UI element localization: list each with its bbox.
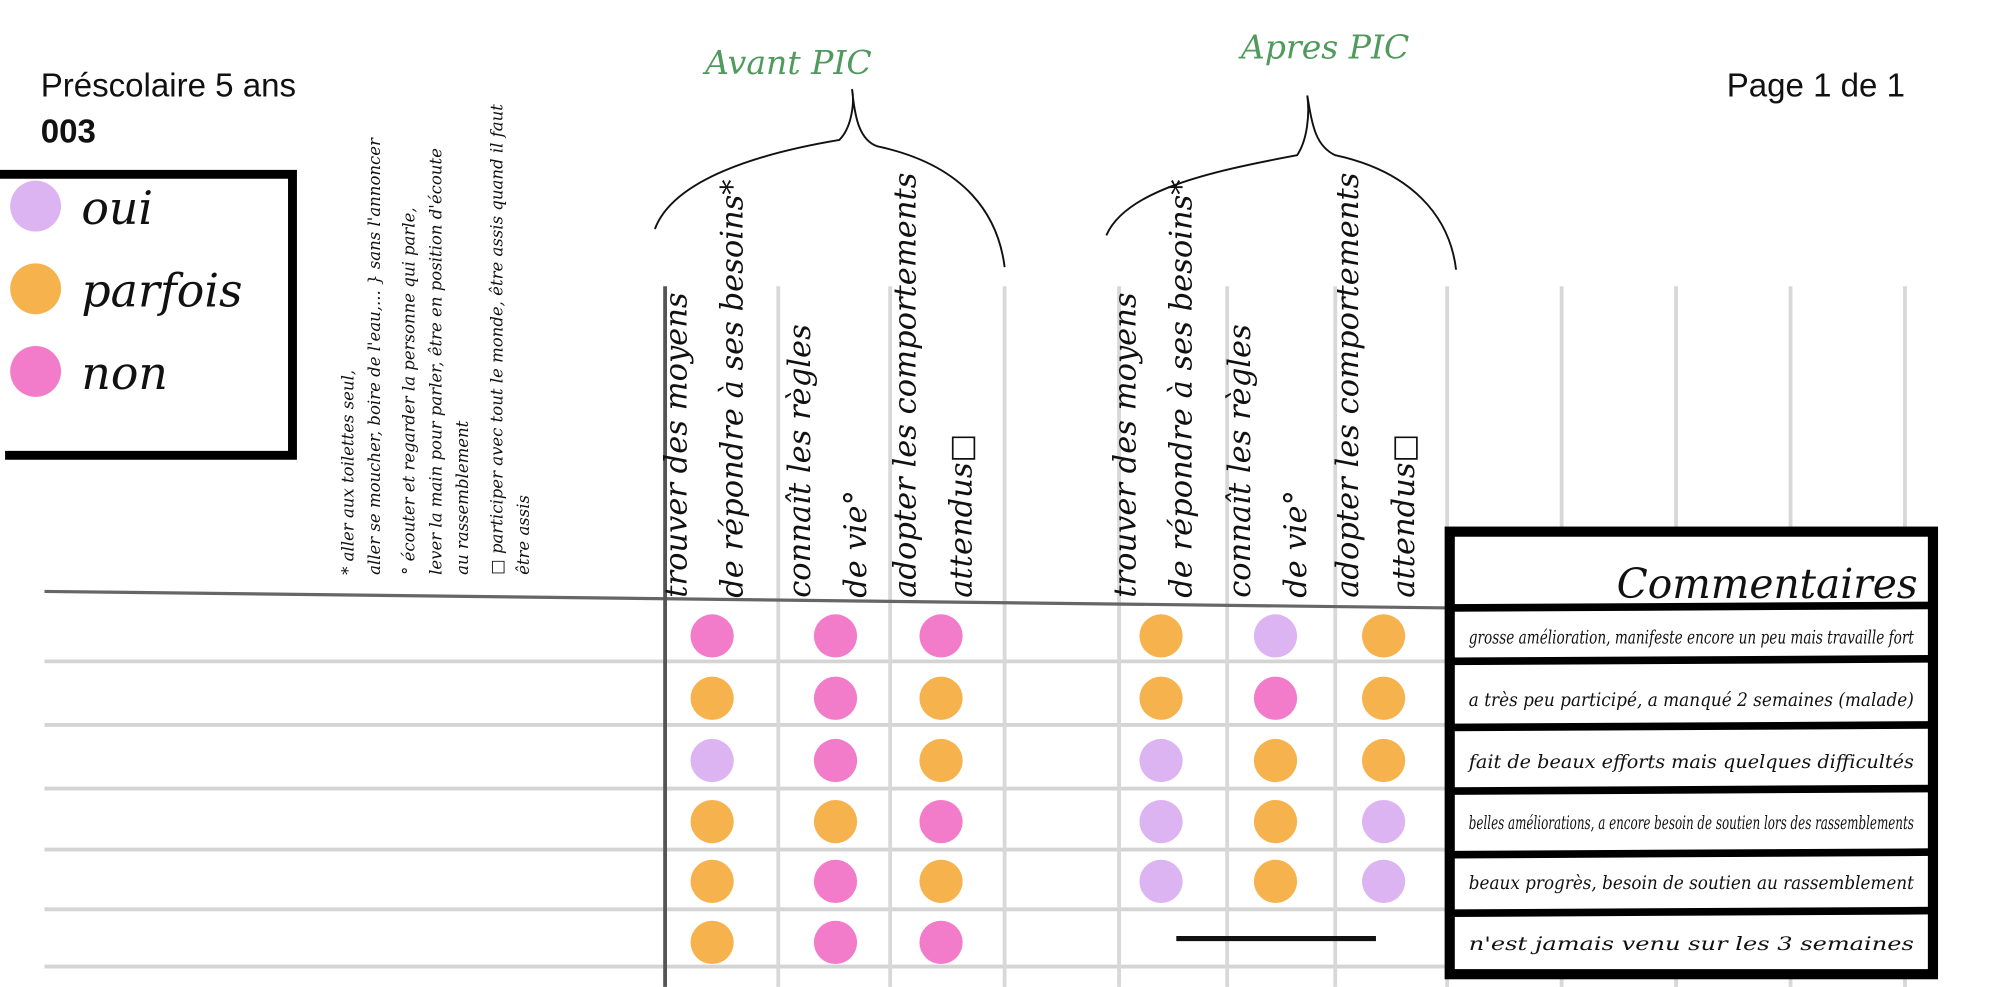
footnote: au rassemblement — [453, 420, 472, 575]
bracket — [1105, 95, 1458, 270]
legend-label: parfois — [81, 265, 242, 318]
group-label: Apres PIC — [1238, 28, 1409, 67]
rating-dot — [1253, 738, 1298, 783]
comments-title: Commentaires — [1617, 560, 1918, 608]
footnote: aller se moucher, boire de l'eau,... } s… — [365, 137, 384, 575]
comment-line — [1449, 906, 1933, 917]
comment-line — [1449, 721, 1933, 732]
comment-line — [1449, 848, 1933, 859]
page-number: Page 1 de 1 — [1727, 68, 1905, 105]
comment: belles améliorations, a encore besoin de… — [1469, 812, 1914, 834]
comment-line — [1449, 655, 1933, 666]
rating-dot — [813, 614, 858, 658]
rating-dot — [690, 920, 734, 965]
rating-dot — [1253, 859, 1298, 903]
footnote: ° écouter et regarder la personne qui pa… — [400, 207, 419, 575]
rating-dot — [1139, 859, 1183, 903]
legend-label: oui — [81, 182, 153, 235]
column-header: connaît les règles — [783, 324, 818, 598]
rating-dot — [919, 614, 963, 658]
rating-dot — [813, 676, 858, 720]
rating-dot — [919, 859, 963, 903]
column-header: trouver des moyens — [1109, 292, 1144, 597]
rating-dot — [1361, 676, 1406, 720]
rating-dot — [1139, 676, 1183, 720]
legend-swatch — [10, 263, 62, 315]
legend-label: non — [81, 347, 168, 400]
legend-swatch — [10, 345, 62, 397]
rating-dot — [1253, 676, 1298, 720]
rating-dot — [690, 738, 734, 783]
rating-dot — [1139, 799, 1183, 844]
comment: a très peu participé, a manqué 2 semaine… — [1469, 689, 1914, 711]
rating-dot — [919, 920, 963, 965]
column-header: trouver des moyens — [660, 292, 695, 597]
rating-dot — [690, 676, 734, 720]
rating-dot — [1361, 859, 1406, 903]
column-header: adopter les comportements — [889, 173, 924, 598]
title: Préscolaire 5 ans — [41, 68, 296, 105]
rating-dot — [919, 676, 963, 720]
footnote: lever la main pour parler, être en posit… — [426, 148, 445, 575]
footnote: □ participer avec tout le monde, être as… — [487, 104, 506, 575]
column-header: connaît les règles — [1223, 324, 1258, 598]
bracket — [654, 88, 1006, 268]
legend-swatch — [10, 180, 62, 232]
column-header: adopter les comportements — [1331, 173, 1366, 598]
column-header: attendus□ — [945, 434, 980, 598]
rating-dot — [1361, 614, 1406, 658]
comment-line — [1449, 784, 1933, 795]
column-header: de vie° — [839, 490, 874, 598]
comment: fait de beaux efforts mais quelques diff… — [1467, 751, 1914, 773]
content: oui parfois non * aller aux toilettes seul,… — [10, 28, 1939, 980]
rating-dot — [1361, 799, 1406, 844]
rating-dot — [1139, 614, 1183, 658]
legend-box — [0, 169, 297, 460]
rating-dot — [690, 614, 734, 658]
rating-dot — [813, 920, 858, 965]
column-header: attendus□ — [1387, 434, 1422, 598]
header-line — [44, 589, 1450, 610]
footnote: être assis — [514, 495, 533, 575]
rating-dot — [1139, 738, 1183, 783]
rating-dot — [813, 859, 858, 903]
rating-dot — [919, 799, 963, 844]
rating-dot — [1253, 799, 1298, 844]
footnote: * aller aux toilettes seul, — [339, 370, 358, 575]
column-header: de répondre à ses besoins* — [716, 179, 751, 597]
comment-line — [1449, 601, 1933, 612]
rating-dot — [690, 859, 734, 903]
rating-dot — [919, 738, 963, 783]
rating-dot — [813, 738, 858, 783]
comment: grosse amélioration, manifeste encore un… — [1469, 627, 1914, 649]
comment: beaux progrès, besoin de soutien au rass… — [1469, 872, 1914, 894]
code: 003 — [41, 114, 96, 151]
rating-dot — [690, 799, 734, 844]
rating-dot — [1253, 614, 1298, 658]
rating-dot — [1361, 738, 1406, 783]
group-label: Avant PIC — [702, 43, 872, 82]
column-header: de vie° — [1279, 490, 1314, 598]
column-header: de répondre à ses besoins* — [1165, 179, 1200, 597]
rating-dot — [813, 799, 858, 844]
comment: n'est jamais venu sur les 3 semaines — [1469, 933, 1914, 955]
